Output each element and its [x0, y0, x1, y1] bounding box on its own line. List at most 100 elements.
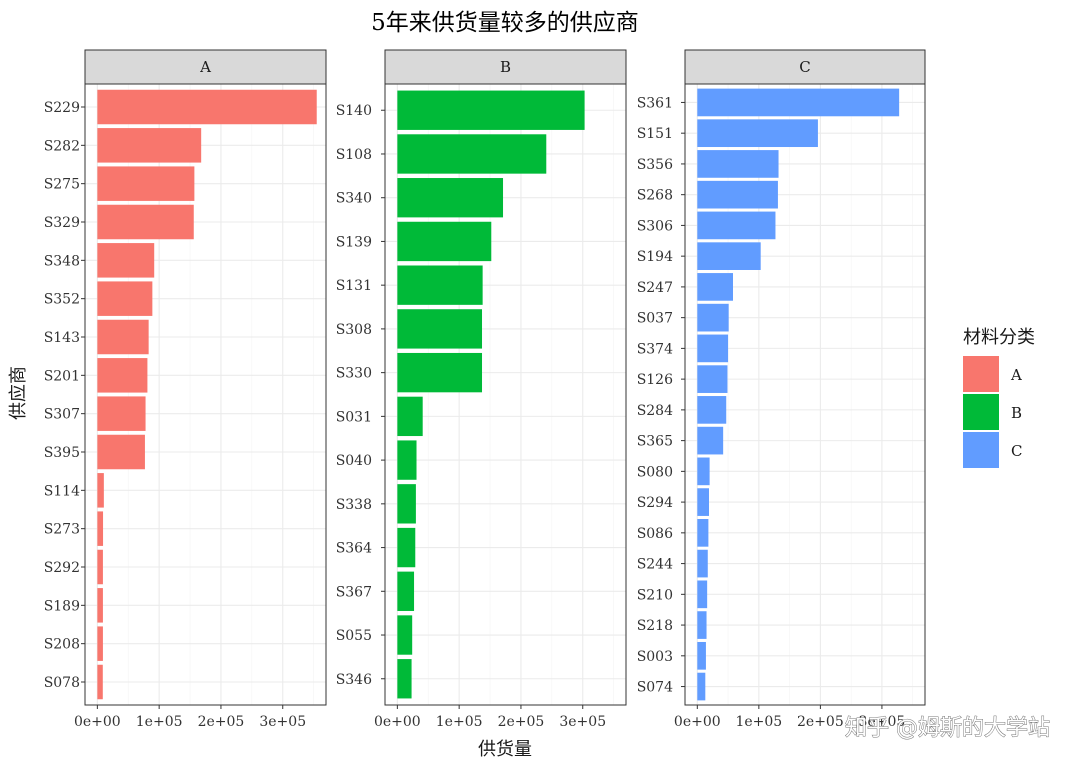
bar-S108 — [397, 134, 547, 174]
y-tick-label: S348 — [44, 253, 80, 269]
panel-background — [385, 84, 626, 705]
panel-C: C S361 S151 S356 S268 S306 S194 S247 S037 S374 S12… — [637, 49, 926, 730]
bar-S395 — [97, 434, 145, 470]
legend-label-C: C — [1011, 442, 1022, 460]
bar-S143 — [97, 319, 149, 355]
bar-S268 — [697, 180, 778, 209]
bar-S275 — [97, 166, 195, 201]
bar-S131 — [397, 265, 483, 305]
panel-B: B S140 S108 S340 S139 S131 S308 S330 S031 S040 S33… — [336, 49, 627, 730]
y-tick-label: S143 — [44, 330, 80, 346]
y-tick-label: S244 — [637, 557, 673, 573]
y-tick-label: S201 — [44, 368, 80, 384]
y-tick-label: S139 — [336, 234, 372, 250]
bar-S040 — [397, 440, 417, 480]
legend: 材料分类 A B C — [963, 327, 1035, 468]
bar-S338 — [397, 484, 416, 524]
y-tick-label: S114 — [44, 483, 80, 499]
y-tick-label: S268 — [637, 188, 673, 204]
bar-S126 — [697, 365, 728, 393]
y-tick-label: S194 — [637, 249, 673, 265]
bar-S308 — [397, 309, 483, 349]
x-tick-label: 0e+00 — [374, 714, 421, 730]
bar-S361 — [697, 88, 900, 117]
y-tick-label: S189 — [44, 598, 80, 614]
x-tick-label: 2e+05 — [797, 714, 844, 730]
y-tick-label: S055 — [336, 628, 372, 644]
bar-S294 — [697, 488, 709, 516]
y-tick-label: S275 — [44, 177, 80, 193]
bar-S037 — [697, 303, 729, 332]
y-tick-label: S374 — [637, 341, 673, 357]
y-tick-label: S340 — [336, 191, 372, 207]
y-tick-label: S306 — [637, 218, 673, 234]
bar-S367 — [397, 571, 415, 611]
legend-label-B: B — [1011, 404, 1022, 422]
bar-S031 — [397, 396, 423, 437]
y-tick-label: S330 — [336, 366, 372, 382]
bar-S189 — [97, 588, 103, 623]
bar-S330 — [397, 352, 483, 393]
bar-S346 — [397, 659, 412, 699]
panel-border — [84, 83, 327, 706]
x-tick-label: 3e+05 — [859, 714, 906, 730]
legend-title: 材料分类 — [963, 327, 1035, 348]
y-tick-label: S229 — [44, 100, 80, 116]
panel-border — [384, 83, 627, 706]
y-tick-label: S338 — [336, 497, 372, 513]
y-axis-title: 供应商 — [8, 366, 29, 420]
bar-S086 — [697, 519, 709, 547]
facet-strip — [684, 49, 926, 85]
facet-strip — [84, 49, 327, 85]
y-tick-label: S108 — [336, 147, 372, 163]
y-tick-label: S284 — [637, 403, 673, 419]
y-tick-label: S361 — [637, 95, 673, 111]
facet-strip-label: B — [500, 58, 511, 76]
facet-strip-label: A — [199, 58, 211, 76]
y-tick-label: S218 — [637, 618, 673, 634]
bar-S329 — [97, 204, 194, 240]
bar-S201 — [97, 358, 148, 393]
y-tick-label: S294 — [637, 495, 673, 511]
x-tick-label: 3e+05 — [559, 714, 606, 730]
y-tick-label: S210 — [637, 587, 673, 603]
bar-S340 — [397, 178, 504, 218]
bar-S356 — [697, 150, 779, 178]
bar-S114 — [97, 473, 104, 508]
y-tick-label: S037 — [637, 311, 673, 327]
x-axis-title: 供货量 — [478, 739, 532, 760]
y-tick-label: S247 — [637, 280, 673, 296]
bar-S080 — [697, 457, 710, 486]
watermark-text: 知乎 @姆斯的大学站 — [845, 716, 1050, 741]
facet-panels: A S229 S282 S275 S329 S348 S352 S143 S201 S307 S39… — [44, 49, 926, 730]
bar-S364 — [397, 527, 416, 568]
y-tick-label: S329 — [44, 215, 80, 231]
legend-key-C — [963, 432, 999, 468]
x-tick-label: 3e+05 — [259, 714, 306, 730]
y-tick-label: S074 — [637, 680, 673, 696]
y-tick-label: S307 — [44, 407, 80, 423]
bar-S292 — [97, 549, 103, 585]
legend-label-A: A — [1010, 366, 1022, 384]
y-tick-label: S040 — [336, 453, 372, 469]
bar-S140 — [397, 90, 585, 130]
bar-S139 — [397, 221, 492, 262]
y-tick-label: S308 — [336, 322, 372, 338]
y-tick-label: S273 — [44, 522, 80, 538]
y-tick-label: S126 — [637, 372, 673, 388]
y-tick-label: S352 — [44, 292, 80, 308]
y-tick-label: S131 — [336, 278, 372, 294]
bar-S210 — [697, 580, 708, 609]
y-tick-label: S086 — [637, 526, 673, 542]
x-tick-label: 0e+00 — [74, 714, 121, 730]
chart-title: 5年来供货量较多的供应商 — [371, 10, 639, 36]
y-tick-label: S365 — [637, 434, 673, 450]
y-tick-label: S282 — [44, 138, 80, 154]
bar-S306 — [697, 211, 776, 240]
bar-S282 — [97, 128, 202, 163]
y-tick-label: S003 — [637, 649, 673, 665]
x-tick-label: 2e+05 — [498, 714, 545, 730]
bar-S074 — [697, 672, 706, 701]
bar-S365 — [697, 426, 724, 455]
